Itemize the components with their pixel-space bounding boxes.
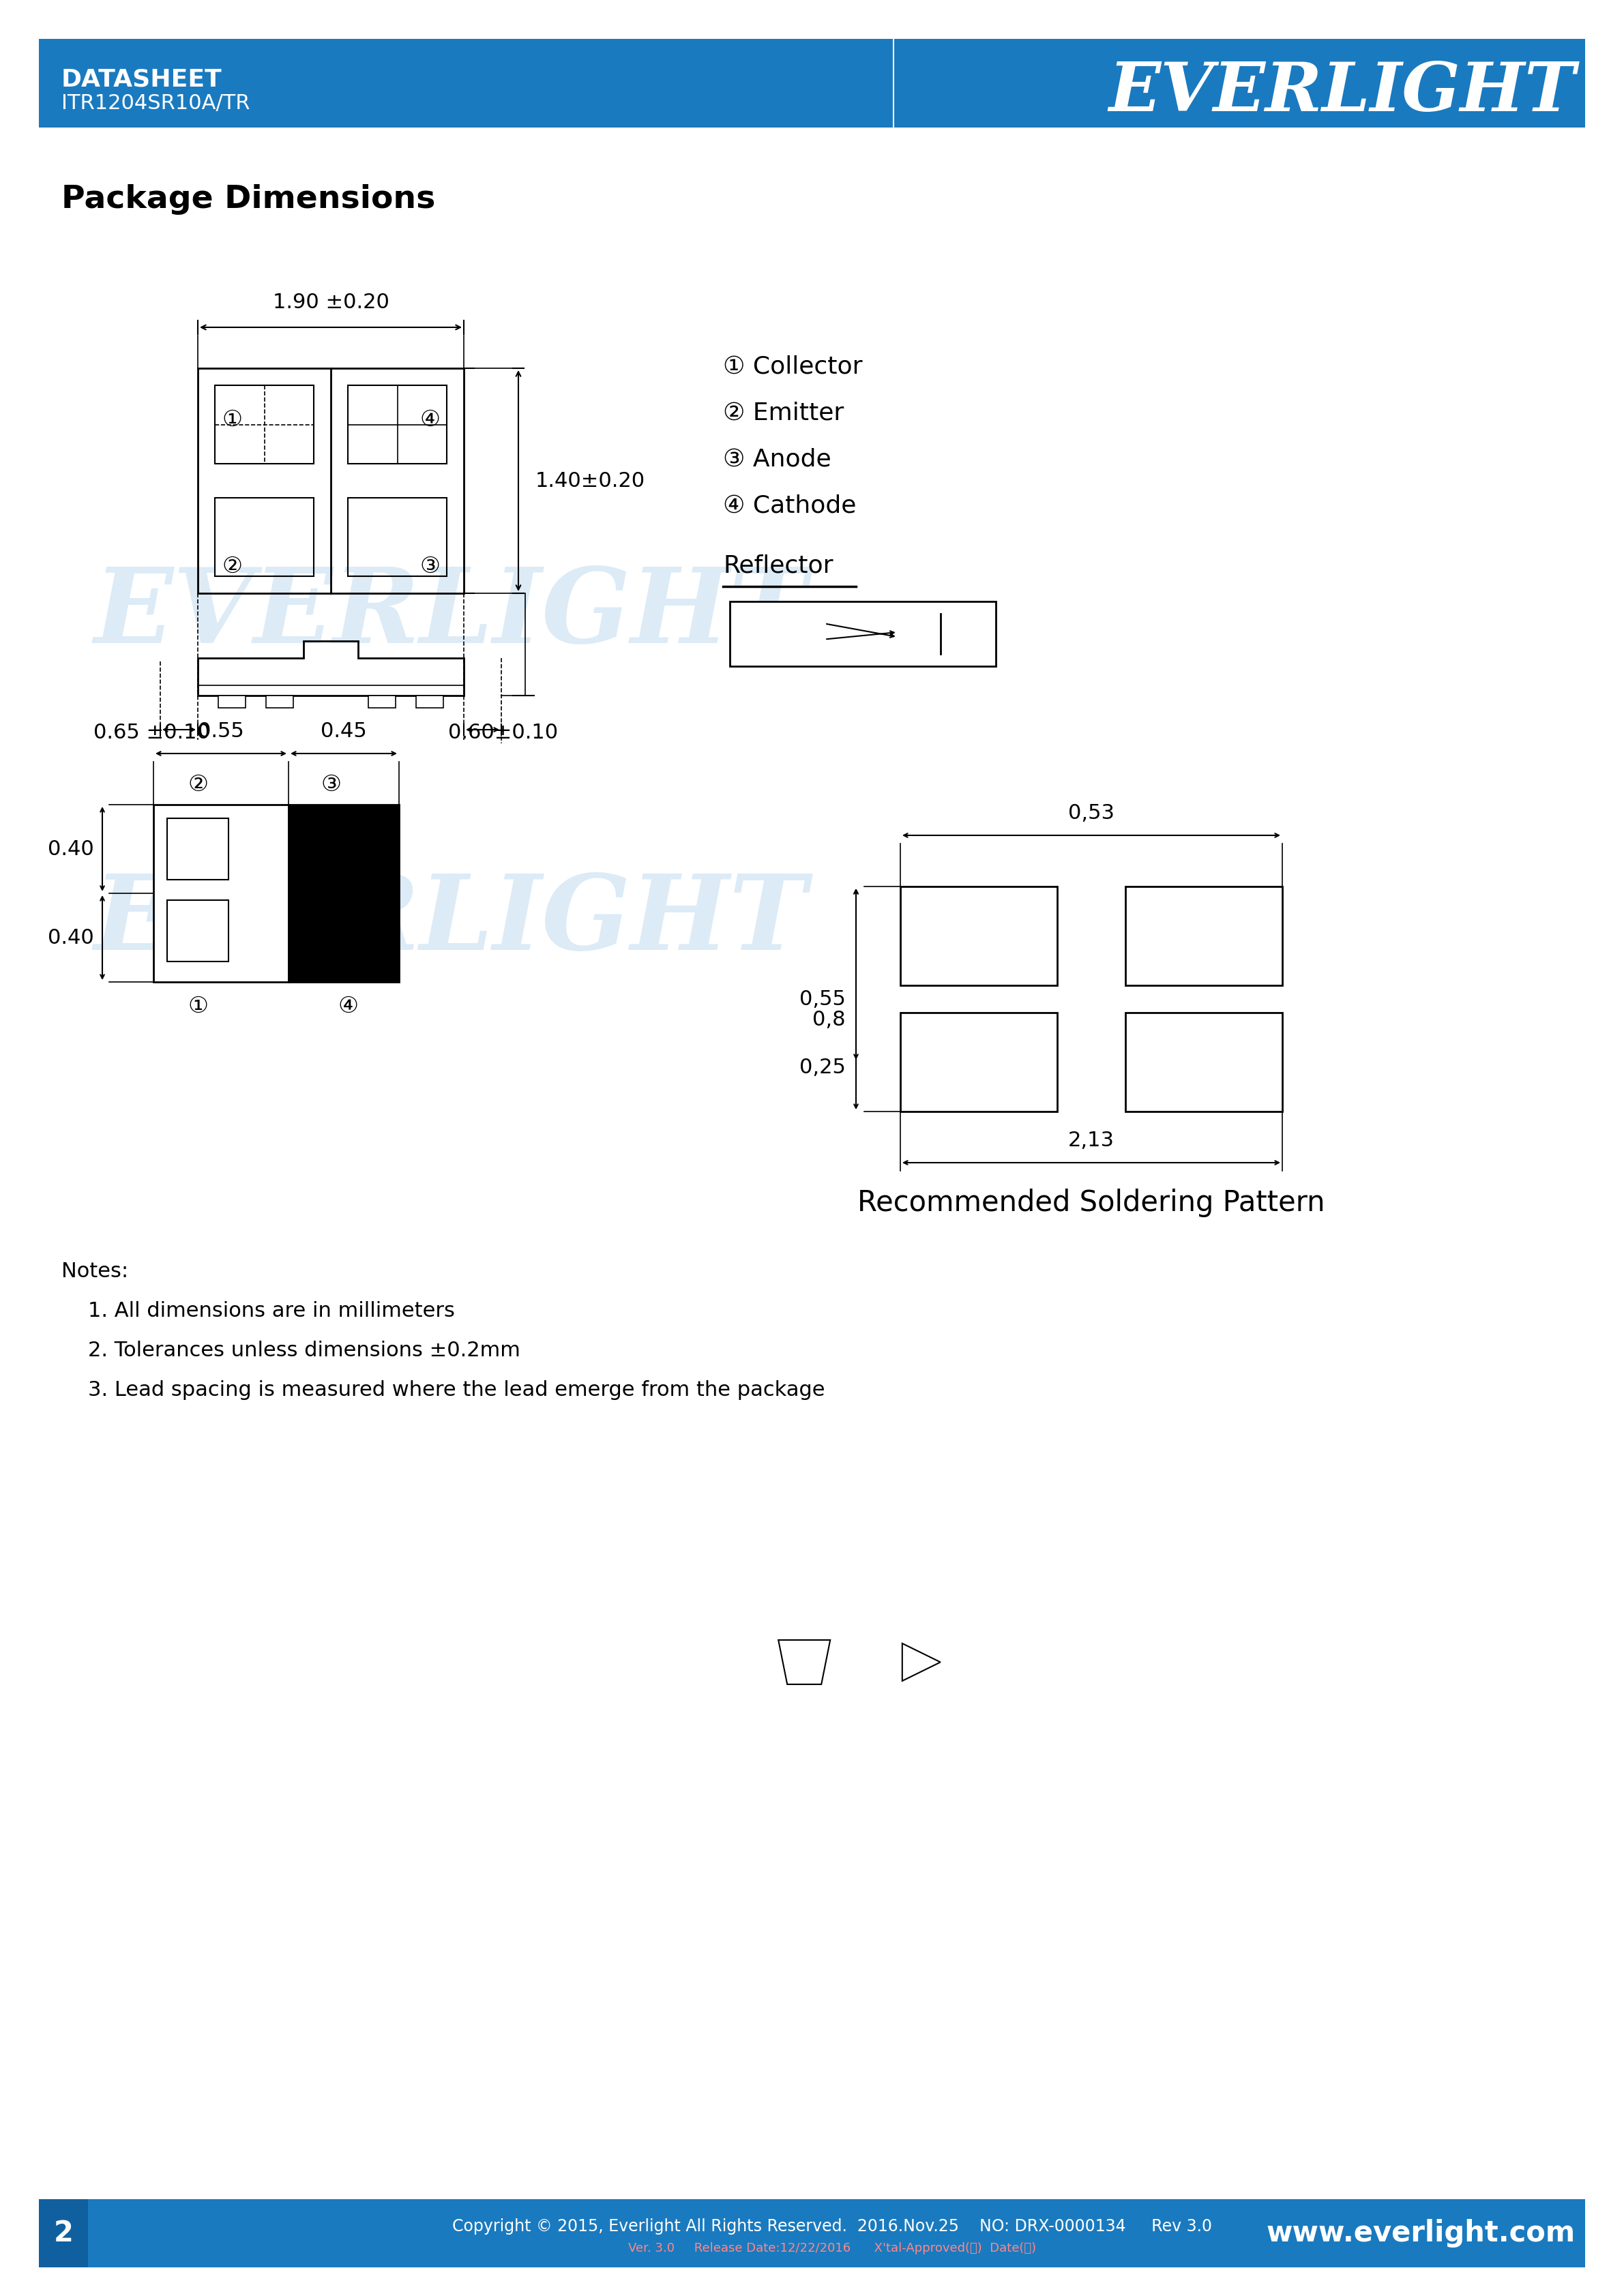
Bar <box>39 2200 88 2268</box>
Polygon shape <box>903 1644 940 1681</box>
Text: ③ Anode: ③ Anode <box>723 448 831 471</box>
Text: 0,53: 0,53 <box>1069 804 1114 822</box>
Text: 0.65 ±0.10: 0.65 ±0.10 <box>94 723 209 742</box>
Text: Notes:: Notes: <box>62 1261 128 1281</box>
Text: ③: ③ <box>419 556 440 576</box>
Text: EVERLIGHT: EVERLIGHT <box>94 870 807 971</box>
Text: 0.60±0.10: 0.60±0.10 <box>448 723 559 742</box>
Text: ①: ① <box>188 994 208 1017</box>
Bar <box>153 804 289 983</box>
Text: 2: 2 <box>54 2218 73 2248</box>
Text: ④ Cathode: ④ Cathode <box>723 494 856 517</box>
Text: Reflector: Reflector <box>723 553 833 576</box>
Bar <box>900 886 1057 985</box>
Bar <box>348 498 447 576</box>
Text: 3. Lead spacing is measured where the lead emerge from the package: 3. Lead spacing is measured where the le… <box>62 1380 825 1401</box>
Text: ④: ④ <box>419 409 440 432</box>
Text: Package Dimensions: Package Dimensions <box>62 184 435 216</box>
Text: Ver. 3.0     Release Date:12/22/2016      X'tal-Approved(　)  Date(　): Ver. 3.0 Release Date:12/22/2016 X'tal-A… <box>628 2243 1036 2255</box>
Bar <box>214 386 313 464</box>
Bar <box>1125 886 1283 985</box>
Bar <box>266 696 294 707</box>
Bar <box>289 804 400 983</box>
Bar <box>214 498 313 576</box>
Text: Recommended Soldering Pattern: Recommended Soldering Pattern <box>857 1189 1325 1217</box>
Text: 2. Tolerances unless dimensions ±0.2mm: 2. Tolerances unless dimensions ±0.2mm <box>62 1341 520 1362</box>
Text: ② Emitter: ② Emitter <box>723 402 844 425</box>
Text: 0.45: 0.45 <box>320 721 367 742</box>
Bar <box>348 386 447 464</box>
Text: ②: ② <box>188 774 208 794</box>
Text: ITR1204SR10A/TR: ITR1204SR10A/TR <box>62 94 250 113</box>
Text: DATASHEET: DATASHEET <box>62 67 222 92</box>
Bar <box>218 696 245 707</box>
Bar <box>167 900 229 962</box>
Text: 2,13: 2,13 <box>1069 1130 1114 1150</box>
Text: 0,55: 0,55 <box>799 990 846 1008</box>
Text: ① Collector: ① Collector <box>723 354 862 379</box>
Text: EVERLIGHT: EVERLIGHT <box>94 563 807 664</box>
Text: 1.40±0.20: 1.40±0.20 <box>536 471 645 491</box>
Text: 0,8: 0,8 <box>812 1010 846 1029</box>
Bar <box>416 696 443 707</box>
Text: ①: ① <box>222 409 242 432</box>
Bar <box>369 696 396 707</box>
Text: 0.40: 0.40 <box>49 838 94 859</box>
Text: EVERLIGHT: EVERLIGHT <box>1109 60 1575 124</box>
Bar <box>198 367 464 592</box>
Text: ②: ② <box>222 556 242 576</box>
Text: 1.90 ±0.20: 1.90 ±0.20 <box>273 292 390 312</box>
Text: 0.55: 0.55 <box>198 721 244 742</box>
Bar <box>39 2200 1585 2268</box>
Text: Copyright © 2015, Everlight All Rights Reserved.  2016.Nov.25    NO: DRX-0000134: Copyright © 2015, Everlight All Rights R… <box>451 2218 1212 2234</box>
Text: 1. All dimensions are in millimeters: 1. All dimensions are in millimeters <box>62 1302 455 1320</box>
Bar <box>39 39 1585 129</box>
Polygon shape <box>778 1639 830 1685</box>
Text: 0.40: 0.40 <box>49 928 94 948</box>
Text: 0,25: 0,25 <box>799 1056 846 1077</box>
Bar <box>1125 1013 1283 1111</box>
Bar <box>900 1013 1057 1111</box>
Text: ④: ④ <box>338 994 357 1017</box>
Bar <box>729 602 996 666</box>
Text: www.everlight.com: www.everlight.com <box>1267 2218 1575 2248</box>
Bar <box>167 817 229 879</box>
Text: ③: ③ <box>320 774 341 794</box>
